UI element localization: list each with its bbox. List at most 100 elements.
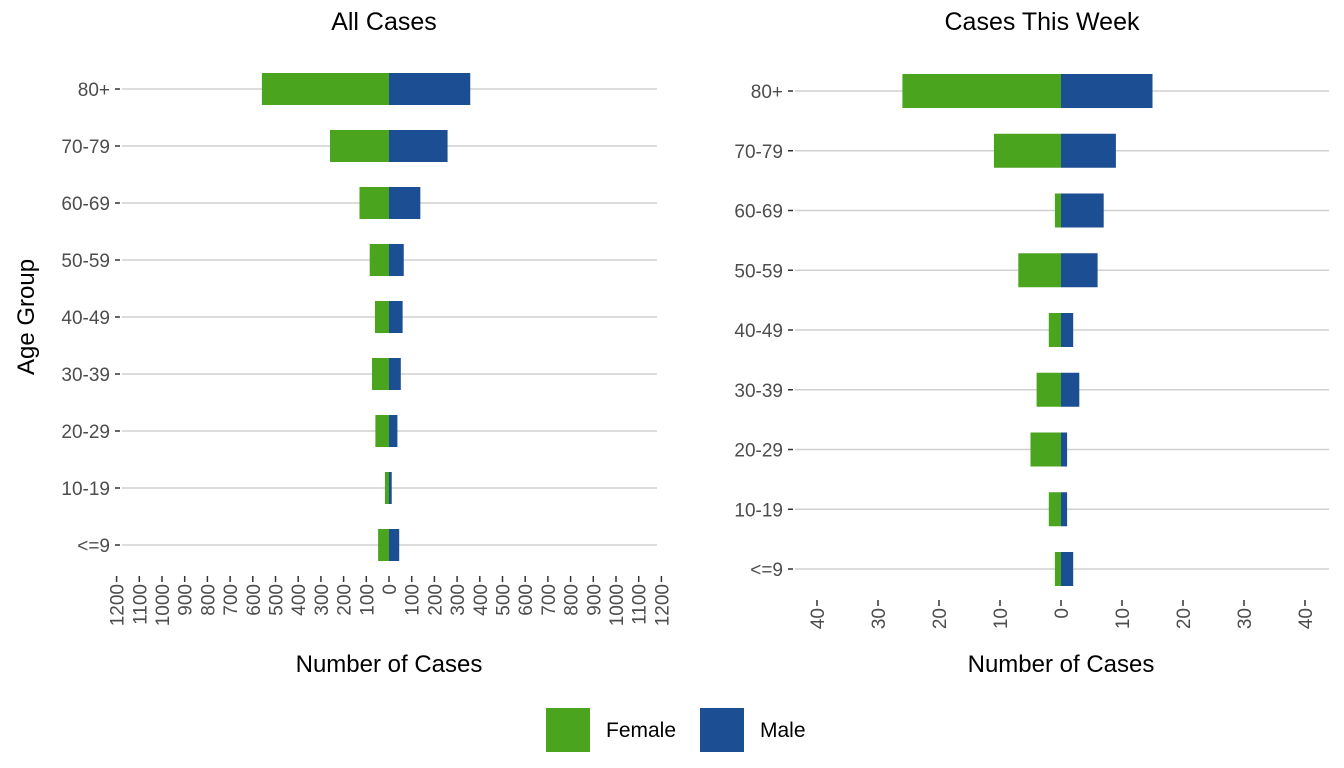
bar-male-20-29 <box>1061 432 1068 467</box>
x-tick-label: 800 <box>198 584 219 616</box>
bar-male-80plus <box>389 73 471 105</box>
bar-male-le9 <box>1061 552 1074 586</box>
bar-male-70-79 <box>1061 133 1116 168</box>
bar-female-50-59 <box>1018 253 1061 288</box>
bar-male-10-19 <box>1061 492 1068 527</box>
bar-male-40-49 <box>1061 313 1074 347</box>
x-tick-label: 200 <box>335 584 356 616</box>
y-tick-label-80plus: 80+ <box>78 80 110 101</box>
x-tick-label: 600 <box>516 584 537 616</box>
x-tick-label: 500 <box>267 584 288 616</box>
y-tick-label-70-79: 70-79 <box>61 137 110 158</box>
x-tick-label: 400 <box>289 584 310 616</box>
bar-female-le9 <box>1054 552 1061 586</box>
bar-female-20-29 <box>375 415 389 447</box>
bar-female-30-39 <box>1036 372 1061 407</box>
x-tick-label: 900 <box>584 584 605 616</box>
y-tick-label-60-69: 60-69 <box>61 194 110 215</box>
y-tick-label-20-29: 20-29 <box>734 441 783 462</box>
bar-male-30-39 <box>389 358 401 390</box>
chart-title: Cases This Week <box>945 8 1140 36</box>
y-tick-label-80plus: 80+ <box>751 82 783 103</box>
legend-swatch-male <box>700 708 744 752</box>
x-tick-label: 30 <box>1235 608 1256 629</box>
bar-female-20-29 <box>1030 432 1061 467</box>
legend-label-female: Female <box>606 719 677 742</box>
x-tick-label: 0 <box>380 584 401 595</box>
legend-label-male: Male <box>760 719 806 742</box>
x-axis-label: Number of Cases <box>968 651 1155 678</box>
x-tick-label: 500 <box>494 584 515 616</box>
x-tick-label: 1200 <box>108 584 129 626</box>
y-tick-label-10-19: 10-19 <box>734 500 783 521</box>
charts-area: <=9 10-19 20-29 30-39 40-49 50-59 60-69 70-79 80… <box>13 8 1329 678</box>
bar-female-10-19 <box>384 472 389 504</box>
bar-male-le9 <box>389 529 400 561</box>
x-tick-label: 400 <box>471 584 492 616</box>
x-axis-label: Number of Cases <box>296 651 483 678</box>
y-tick-label-50-59: 50-59 <box>61 251 110 272</box>
y-tick-label-70-79: 70-79 <box>734 142 783 163</box>
x-tick-label: 1100 <box>630 584 651 625</box>
y-tick-label-30-39: 30-39 <box>61 365 110 386</box>
x-tick-label: 10 <box>991 608 1012 629</box>
x-tick-label: 300 <box>312 584 333 616</box>
x-tick-label: 0 <box>1052 608 1073 619</box>
x-tick-label: 100 <box>357 584 378 616</box>
bar-female-10-19 <box>1048 492 1061 527</box>
legend-swatch-female <box>546 708 590 752</box>
bar-female-70-79 <box>993 133 1061 168</box>
x-tick-label: 100 <box>403 584 424 616</box>
y-tick-label-20-29: 20-29 <box>61 422 110 443</box>
bar-female-60-69 <box>359 187 389 219</box>
bar-female-60-69 <box>1054 193 1061 228</box>
y-tick-label-le9: <=9 <box>750 560 783 581</box>
bar-female-30-39 <box>371 358 389 390</box>
x-tick-label: 700 <box>221 584 242 616</box>
y-tick-label-60-69: 60-69 <box>734 202 783 223</box>
legend: Female Male <box>0 700 1344 760</box>
bar-female-40-49 <box>374 301 389 333</box>
x-tick-label: 20 <box>1174 608 1195 629</box>
y-tick-label-30-39: 30-39 <box>734 381 783 402</box>
chart-panel-all-cases: <=9 10-19 20-29 30-39 40-49 50-59 60-69 70-79 80… <box>13 8 673 678</box>
y-tick-label-40-49: 40-49 <box>61 308 110 329</box>
bar-male-20-29 <box>389 415 398 447</box>
bar-female-70-79 <box>329 130 389 162</box>
x-tick-label: 1200 <box>652 584 673 626</box>
bar-male-60-69 <box>389 187 421 219</box>
bar-female-le9 <box>378 529 389 561</box>
bar-male-10-19 <box>389 472 392 504</box>
y-tick-label-40-49: 40-49 <box>734 321 783 342</box>
bar-male-80plus <box>1061 74 1153 108</box>
bar-male-40-49 <box>389 301 403 333</box>
chart-title: All Cases <box>331 8 437 36</box>
bar-male-30-39 <box>1061 372 1080 407</box>
bar-male-50-59 <box>389 244 404 276</box>
y-tick-label-10-19: 10-19 <box>61 479 110 500</box>
x-tick-label: 600 <box>244 584 265 616</box>
x-tick-label: 1000 <box>607 584 628 626</box>
x-tick-label: 40 <box>808 608 829 629</box>
x-tick-label: 200 <box>425 584 446 616</box>
y-axis-label: Age Group <box>13 259 40 375</box>
x-tick-label: 1000 <box>153 584 174 626</box>
bar-female-50-59 <box>369 244 389 276</box>
bar-male-60-69 <box>1061 193 1104 228</box>
x-tick-label: 300 <box>448 584 469 616</box>
y-tick-label-50-59: 50-59 <box>734 261 783 282</box>
bar-female-80plus <box>902 74 1061 108</box>
x-tick-label: 10 <box>1113 608 1134 629</box>
x-tick-label: 1100 <box>130 584 151 625</box>
x-tick-label: 900 <box>176 584 197 616</box>
x-tick-label: 30 <box>869 608 890 629</box>
x-tick-label: 40 <box>1296 608 1317 629</box>
bar-female-40-49 <box>1048 313 1061 347</box>
bar-male-70-79 <box>389 130 448 162</box>
x-tick-label: 800 <box>562 584 583 616</box>
x-tick-label: 20 <box>930 608 951 629</box>
chart-panel-cases-this-week: <=9 10-19 20-29 30-39 40-49 50-59 60-69 70-79 80… <box>734 8 1329 678</box>
bar-female-80plus <box>261 73 389 105</box>
x-tick-label: 700 <box>539 584 560 616</box>
bar-male-50-59 <box>1061 253 1098 288</box>
